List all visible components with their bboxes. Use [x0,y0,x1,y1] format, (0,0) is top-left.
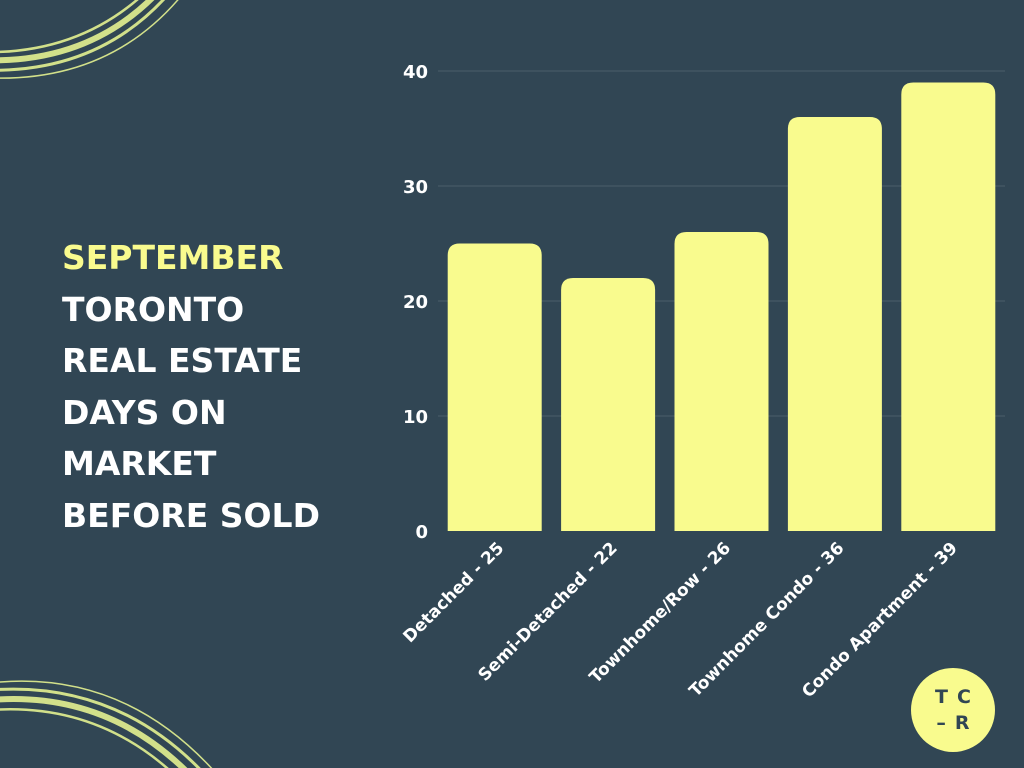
y-tick-label: 30 [403,177,428,198]
title-line-1: TORONTO [62,289,245,329]
title-line-4: MARKET [62,444,217,483]
title-month: SEPTEMBER [62,238,284,277]
title-line-3: DAYS ON [62,392,227,432]
bar [787,117,882,531]
bar [447,243,542,531]
y-tick-label: 40 [403,62,428,83]
logo-line-1: TC [935,686,980,708]
page-title: SEPTEMBER TORONTO REAL ESTATE DAYS ON MA… [62,232,362,541]
brush-swirl-bottom-left [0,680,213,768]
title-line-2: REAL ESTATE [62,341,303,380]
title-line-5: BEFORE SOLD [62,495,320,535]
x-tick-label: Detached - 25 [400,538,509,647]
tcr-logo: TC –R [911,668,995,752]
bar [674,232,769,531]
y-tick-label: 10 [403,407,428,428]
bar [901,82,996,531]
logo-line-2: –R [936,712,979,734]
y-tick-label: 20 [403,292,428,313]
brush-swirl-top-left [0,0,179,79]
y-tick-label: 0 [415,522,428,543]
bar [561,278,656,531]
